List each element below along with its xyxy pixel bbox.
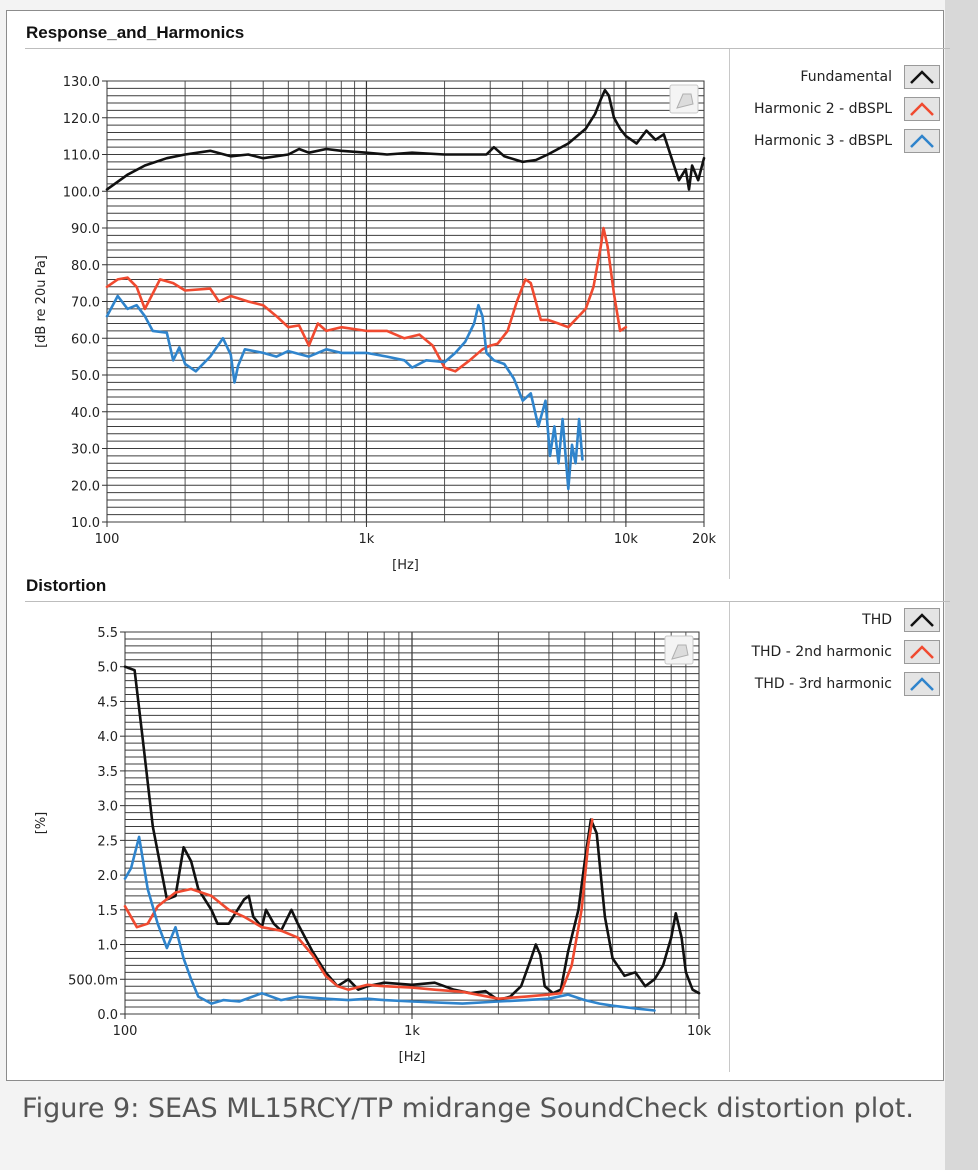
y-tick-label: 60.0 — [71, 332, 100, 347]
legend-label: Harmonic 3 - dBSPL — [754, 133, 892, 149]
y-axis-label: [%] — [34, 812, 49, 835]
y-tick-label: 120.0 — [63, 112, 100, 127]
y-tick-label: 100.0 — [63, 185, 100, 200]
legend-label: THD - 3rd harmonic — [754, 676, 892, 692]
series-line-harmonic-3-dbspl — [105, 294, 584, 491]
legend-label: THD — [862, 612, 892, 628]
chart-title-response: Response_and_Harmonics — [26, 23, 245, 42]
figure-caption: Figure 9: SEAS ML15RCY/TP midrange Sound… — [22, 1093, 914, 1124]
palette-icon-shape — [676, 93, 694, 109]
y-tick-label: 70.0 — [71, 296, 100, 311]
y-tick-label: 130.0 — [63, 75, 100, 90]
y-tick-label: 20.0 — [71, 479, 100, 494]
y-tick-label: 2.5 — [97, 834, 118, 849]
line-swatch-icon — [904, 672, 940, 696]
y-tick-label: 3.0 — [97, 800, 118, 815]
y-tick-label: 90.0 — [71, 222, 100, 237]
legend-label: THD - 2nd harmonic — [751, 644, 892, 660]
chart-title-distortion: Distortion — [26, 576, 107, 595]
graph-palette-icon — [669, 84, 699, 114]
x-axis-label: [Hz] — [399, 1050, 426, 1065]
y-tick-label: 110.0 — [63, 149, 100, 164]
y-tick-label: 0.0 — [97, 1008, 118, 1023]
page-margin — [945, 0, 978, 1170]
y-tick-label: 1.5 — [97, 904, 118, 919]
x-tick-label: 10k — [687, 1024, 712, 1039]
legend-item-thd[interactable]: THD — [862, 608, 940, 632]
x-axis-label: [Hz] — [392, 558, 419, 573]
series-line-harmonic-2-dbspl — [105, 226, 628, 373]
y-tick-label: 3.5 — [97, 765, 118, 780]
distortion-chart: 0.0 500.0m 1.0 1.5 2.0 2.5 3.0 3.5 4.0 4.5 5.0 5.5 1… — [34, 626, 712, 1065]
x-tick-label: 20k — [692, 532, 717, 547]
line-swatch-icon — [904, 65, 940, 89]
legend-response: Fundamental Harmonic 2 - dBSPL Harmonic … — [729, 49, 948, 579]
x-tick-label: 100 — [113, 1024, 138, 1039]
legend-item-harmonic-2[interactable]: Harmonic 2 - dBSPL — [754, 97, 940, 121]
y-tick-label: 500.0m — [68, 973, 118, 988]
x-tick-label: 100 — [95, 532, 120, 547]
x-tick-label: 1k — [404, 1024, 420, 1039]
x-tick-label: 10k — [614, 532, 639, 547]
y-tick-label: 5.0 — [97, 661, 118, 676]
soundcheck-panel: Response_and_Harmonics 10.0 20.0 30.0 40.0 5… — [6, 10, 950, 1081]
y-tick-label: 40.0 — [71, 406, 100, 421]
y-tick-label: 80.0 — [71, 259, 100, 274]
series-line-fundamental — [105, 88, 706, 191]
series-line-thd-2nd-harmonic — [123, 818, 594, 1001]
legend-item-thd-3rd[interactable]: THD - 3rd harmonic — [755, 672, 940, 696]
line-swatch-icon — [904, 640, 940, 664]
x-tick-label: 1k — [359, 532, 375, 547]
series-line-thd — [123, 665, 701, 1002]
y-tick-label: 1.0 — [97, 939, 118, 954]
title-separator — [25, 601, 950, 602]
y-tick-label: 2.0 — [97, 869, 118, 884]
series-line-thd-3rd-harmonic — [123, 835, 656, 1012]
legend-item-harmonic-3[interactable]: Harmonic 3 - dBSPL — [754, 129, 940, 153]
y-tick-label: 30.0 — [71, 443, 100, 458]
y-tick-label: 4.5 — [97, 695, 118, 710]
y-tick-label: 50.0 — [71, 369, 100, 384]
line-swatch-icon — [904, 608, 940, 632]
y-tick-label: 10.0 — [71, 516, 100, 531]
legend-item-fundamental[interactable]: Fundamental — [800, 65, 940, 89]
y-axis-label: [dB re 20u Pa] — [34, 255, 49, 348]
palette-icon-shape — [671, 644, 689, 660]
legend-label: Fundamental — [800, 69, 892, 85]
y-tick-label: 4.0 — [97, 730, 118, 745]
legend-distortion: THD THD - 2nd harmonic THD - 3rd harmoni… — [729, 602, 948, 1072]
graph-palette-icon — [664, 635, 694, 665]
legend-label: Harmonic 2 - dBSPL — [754, 101, 892, 117]
line-swatch-icon — [904, 97, 940, 121]
response-chart: 10.0 20.0 30.0 40.0 50.0 60.0 70.0 80.0 90.0 100.… — [34, 75, 717, 573]
title-separator — [25, 48, 950, 49]
legend-item-thd-2nd[interactable]: THD - 2nd harmonic — [751, 640, 940, 664]
y-tick-label: 5.5 — [97, 626, 118, 641]
line-swatch-icon — [904, 129, 940, 153]
